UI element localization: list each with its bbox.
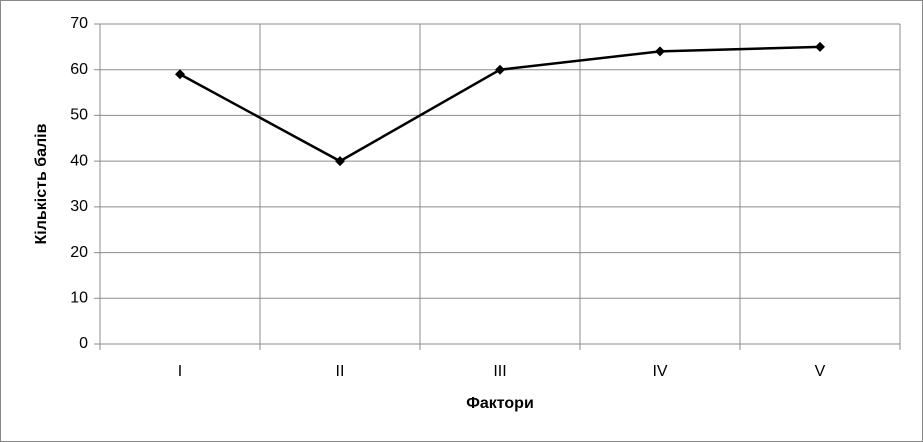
data-point xyxy=(495,64,505,75)
x-tick-label: V xyxy=(815,363,826,380)
y-tick-label: 20 xyxy=(70,244,88,261)
y-tick-label: 30 xyxy=(70,198,88,215)
y-tick-label: 60 xyxy=(70,61,88,78)
data-point xyxy=(815,41,825,52)
data-point xyxy=(655,46,665,57)
x-tick-label: IV xyxy=(652,363,667,380)
y-tick-label: 70 xyxy=(70,15,88,32)
y-tick-label: 10 xyxy=(70,290,88,307)
y-tick-label: 50 xyxy=(70,107,88,124)
y-tick-label: 40 xyxy=(70,152,88,169)
data-point xyxy=(175,69,185,80)
y-axis-label: Кількість балів xyxy=(33,123,50,244)
data-point xyxy=(335,156,345,167)
x-tick-label: I xyxy=(178,363,182,380)
x-tick-label: III xyxy=(493,363,506,380)
x-tick-label: II xyxy=(336,363,345,380)
x-axis-label: Фактори xyxy=(466,395,534,412)
y-tick-label: 0 xyxy=(79,335,88,352)
